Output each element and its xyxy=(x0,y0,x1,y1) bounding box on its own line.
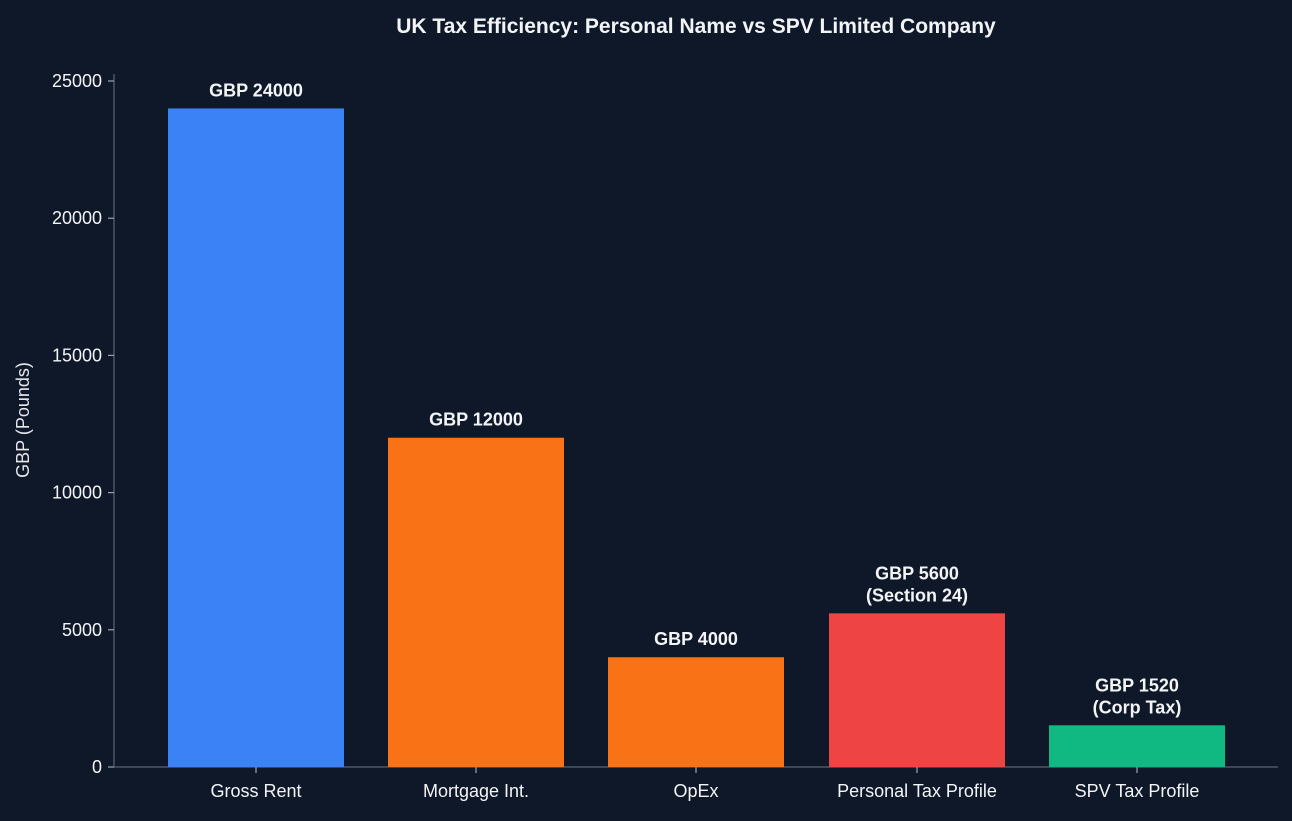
bar-value-label: GBP 1520 xyxy=(1095,675,1179,695)
bar xyxy=(388,437,564,767)
data-labels: GBP 24000 GBP 12000 GBP 4000 GBP 5600(Secti… xyxy=(209,80,1181,717)
y-tick-label: 25000 xyxy=(52,71,102,91)
bar xyxy=(168,108,344,767)
x-tick-label: Personal Tax Profile xyxy=(837,781,997,801)
bar xyxy=(829,613,1005,767)
bar xyxy=(608,657,784,767)
bar xyxy=(1049,725,1225,767)
y-tick-label: 5000 xyxy=(62,620,102,640)
axes: 0 5000 10000 15000 20000 25000 Gross Rent Mortg… xyxy=(52,71,1278,801)
y-axis-label: GBP (Pounds) xyxy=(13,362,33,478)
y-tick-label: 0 xyxy=(92,757,102,777)
x-tick-label: OpEx xyxy=(673,781,718,801)
x-tick-label: Mortgage Int. xyxy=(423,781,529,801)
y-tick-label: 10000 xyxy=(52,483,102,503)
x-tick-label: Gross Rent xyxy=(210,781,301,801)
bar-value-label: (Section 24) xyxy=(866,585,968,605)
x-tick-label: SPV Tax Profile xyxy=(1075,781,1200,801)
y-tick-label: 15000 xyxy=(52,345,102,365)
bars xyxy=(168,108,1225,767)
bar-value-label: GBP 24000 xyxy=(209,80,303,100)
bar-value-label: GBP 12000 xyxy=(429,410,523,430)
bar-value-label: GBP 4000 xyxy=(654,629,738,649)
chart-title: UK Tax Efficiency: Personal Name vs SPV … xyxy=(396,15,996,38)
y-tick-label: 20000 xyxy=(52,208,102,228)
bar-value-label: (Corp Tax) xyxy=(1093,697,1182,717)
bar-value-label: GBP 5600 xyxy=(875,563,959,583)
